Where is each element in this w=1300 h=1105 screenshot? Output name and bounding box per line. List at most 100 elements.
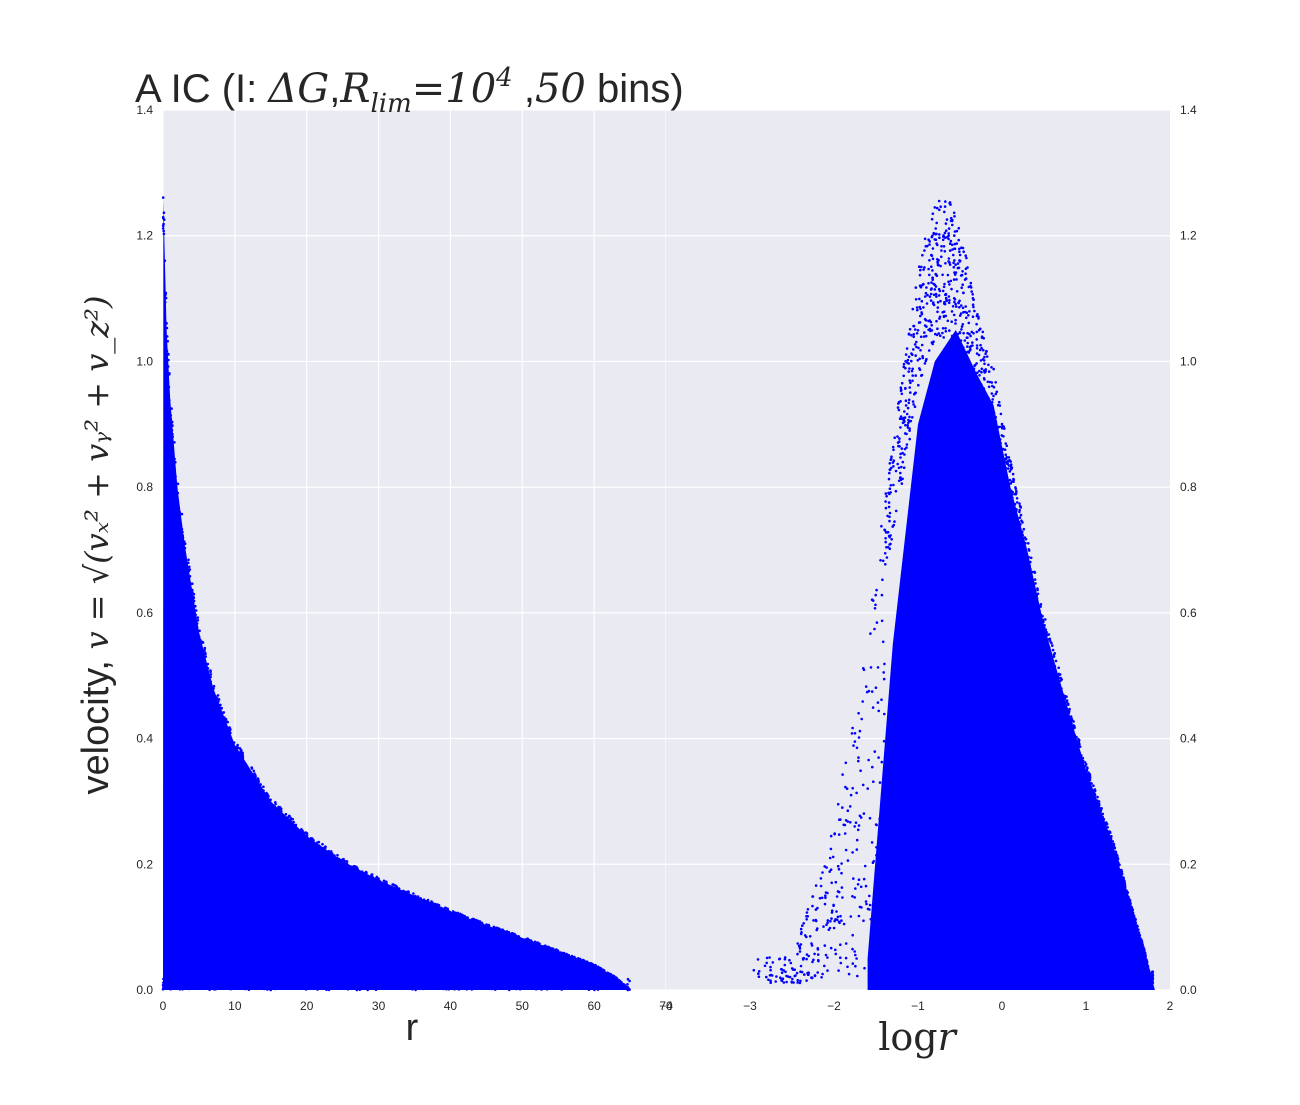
scatter-point: [769, 981, 772, 984]
scatter-point: [1028, 620, 1031, 623]
scatter-point: [883, 529, 887, 532]
scatter-point: [296, 978, 300, 981]
scatter-point: [1098, 806, 1102, 810]
scatter-point: [994, 392, 998, 396]
scatter-point: [1119, 885, 1123, 888]
scatter-point: [825, 923, 828, 927]
scatter-point: [979, 433, 983, 437]
scatter-point: [1000, 490, 1004, 493]
scatter-point: [234, 748, 237, 751]
scatter-point: [857, 878, 861, 881]
scatter-point: [404, 892, 408, 896]
scatter-point: [857, 756, 860, 759]
scatter-point: [988, 455, 991, 459]
scatter-point: [1027, 606, 1031, 609]
scatter-point: [857, 736, 861, 739]
scatter-point: [1081, 759, 1085, 763]
scatter-point: [263, 985, 267, 989]
scatter-point: [869, 917, 873, 921]
scatter-point: [250, 766, 253, 769]
scatter-point: [501, 928, 504, 931]
scatter-point: [880, 619, 884, 623]
scatter-point: [387, 985, 390, 988]
scatter-point: [979, 383, 983, 386]
scatter-point: [237, 978, 241, 982]
scatter-point: [982, 407, 986, 410]
scatter-point: [1040, 614, 1044, 618]
scatter-point: [1046, 670, 1050, 673]
scatter-point: [1027, 542, 1030, 545]
scatter-point: [208, 981, 212, 984]
scatter-point: [781, 977, 785, 980]
scatter-point: [1078, 751, 1081, 754]
scatter-point: [311, 979, 315, 983]
scatter-point: [1010, 514, 1013, 518]
scatter-point: [1092, 784, 1095, 787]
scatter-point: [915, 340, 918, 344]
scatter-point: [1063, 707, 1066, 710]
scatter-point: [957, 353, 960, 357]
scatter-point: [191, 987, 195, 991]
scatter-point: [1127, 909, 1130, 912]
scatter-point: [911, 379, 914, 383]
scatter-point: [810, 976, 813, 979]
scatter-point: [459, 986, 463, 989]
scatter-point: [875, 846, 878, 849]
scatter-point: [244, 984, 247, 987]
scatter-point: [842, 922, 846, 926]
scatter-point: [1071, 732, 1075, 736]
scatter-point: [958, 259, 961, 262]
scatter-point: [924, 245, 928, 248]
scatter-point: [863, 966, 866, 970]
scatter-point: [583, 977, 587, 981]
scatter-point: [1016, 549, 1020, 553]
scatter-point: [983, 355, 986, 359]
scatter-point: [999, 441, 1002, 445]
scatter-point: [1003, 427, 1006, 430]
scatter-point: [1051, 660, 1054, 663]
scatter-point: [953, 234, 956, 237]
scatter-point: [1030, 577, 1033, 580]
scatter-point: [421, 899, 425, 902]
scatter-point: [919, 307, 922, 311]
left-y-tick-label: 1.4: [136, 103, 153, 117]
scatter-point: [224, 722, 227, 726]
scatter-point: [370, 875, 374, 879]
scatter-point: [169, 417, 173, 421]
scatter-point: [1093, 819, 1097, 823]
scatter-point: [978, 386, 981, 389]
scatter-point: [871, 861, 875, 865]
scatter-point: [805, 953, 809, 956]
scatter-point: [944, 293, 947, 297]
scatter-point: [891, 461, 895, 464]
scatter-point: [1022, 527, 1026, 531]
scatter-point: [978, 348, 982, 352]
scatter-point: [249, 777, 253, 780]
scatter-point: [1101, 829, 1105, 833]
scatter-point: [162, 977, 165, 981]
scatter-point: [1085, 779, 1088, 783]
scatter-point: [1069, 735, 1072, 739]
scatter-point: [805, 911, 809, 914]
scatter-point: [923, 295, 927, 298]
scatter-point: [884, 563, 887, 566]
scatter-point: [1039, 616, 1042, 620]
scatter-point: [1044, 628, 1048, 631]
scatter-point: [961, 283, 964, 287]
scatter-point: [833, 832, 836, 835]
scatter-point: [962, 250, 965, 253]
scatter-point: [1046, 665, 1050, 668]
scatter-point: [232, 741, 236, 744]
scatter-point: [204, 655, 207, 658]
scatter-point: [927, 267, 930, 271]
scatter-point: [1115, 862, 1119, 866]
scatter-point: [907, 332, 911, 336]
scatter-point: [170, 979, 174, 982]
right-x-tick-label: 0: [999, 999, 1006, 1013]
scatter-point: [959, 312, 963, 315]
scatter-point: [949, 239, 953, 243]
scatter-point: [206, 662, 210, 666]
scatter-point: [1078, 758, 1082, 761]
scatter-point: [858, 729, 862, 733]
scatter-point: [180, 527, 184, 531]
